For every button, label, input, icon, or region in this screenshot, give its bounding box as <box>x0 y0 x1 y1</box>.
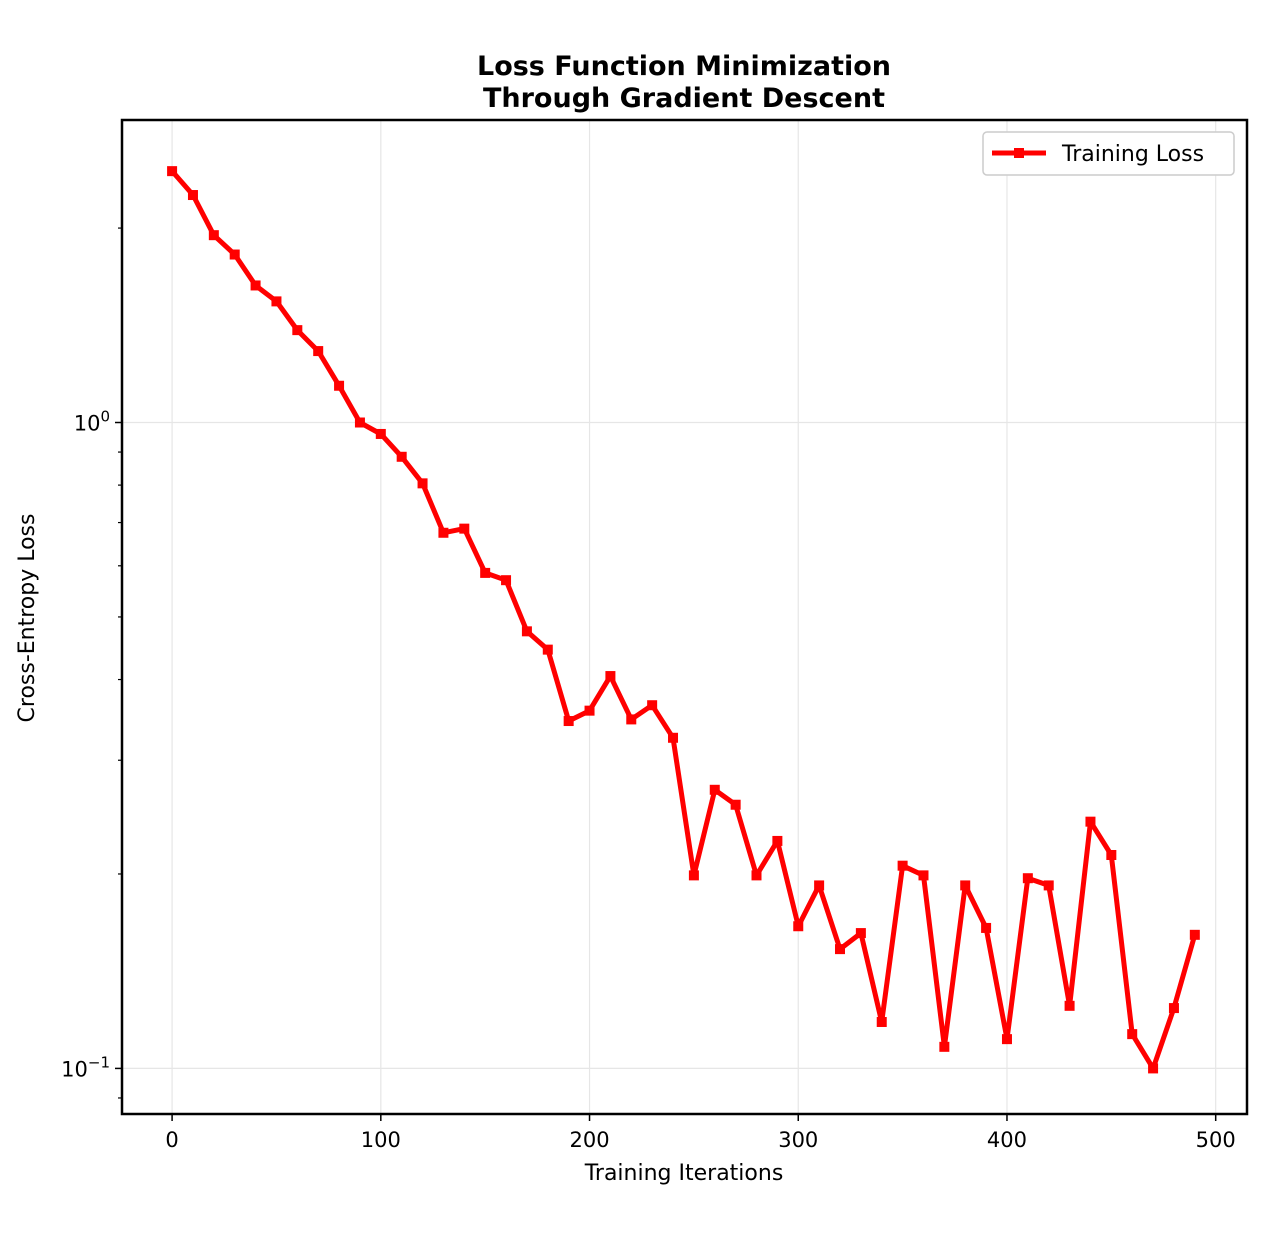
data-point-marker <box>835 944 845 954</box>
data-point-marker <box>564 716 574 726</box>
data-point-marker <box>480 568 490 578</box>
data-point-marker <box>459 524 469 534</box>
data-point-marker <box>898 861 908 871</box>
x-tick-label: 500 <box>1196 1128 1236 1152</box>
legend: Training Loss <box>983 132 1234 175</box>
legend-label-training-loss: Training Loss <box>1061 142 1204 167</box>
data-point-marker <box>1002 1034 1012 1044</box>
data-point-marker <box>313 346 323 356</box>
data-point-marker <box>251 280 261 290</box>
x-tick-label: 400 <box>987 1128 1027 1152</box>
data-point-marker <box>877 1017 887 1027</box>
data-point-marker <box>960 880 970 890</box>
data-point-marker <box>1023 873 1033 883</box>
data-point-marker <box>188 190 198 200</box>
data-point-marker <box>1106 850 1116 860</box>
y-axis-label: Cross-Entropy Loss <box>15 514 40 723</box>
data-point-marker <box>585 706 595 716</box>
data-point-marker <box>939 1042 949 1052</box>
data-point-marker <box>856 928 866 938</box>
data-point-marker <box>167 166 177 176</box>
loss-chart: Loss Function Minimization Through Gradi… <box>0 0 1266 1246</box>
data-point-marker <box>668 733 678 743</box>
data-point-marker <box>772 836 782 846</box>
data-point-marker <box>1044 880 1054 890</box>
x-tick-label: 200 <box>569 1128 609 1152</box>
data-point-marker <box>689 870 699 880</box>
data-point-marker <box>918 870 928 880</box>
x-axis-label: Training Iterations <box>584 1161 784 1186</box>
data-point-marker <box>981 923 991 933</box>
chart-title-line-2: Through Gradient Descent <box>483 83 885 114</box>
data-point-marker <box>271 296 281 306</box>
data-point-marker <box>1169 1003 1179 1013</box>
data-point-marker <box>626 714 636 724</box>
data-point-marker <box>522 626 532 636</box>
data-point-marker <box>334 381 344 391</box>
data-point-marker <box>418 478 428 488</box>
data-point-marker <box>230 250 240 260</box>
data-point-marker <box>376 429 386 439</box>
data-point-marker <box>543 645 553 655</box>
data-point-marker <box>438 528 448 538</box>
data-point-marker <box>814 880 824 890</box>
data-point-marker <box>501 575 511 585</box>
data-point-marker <box>1127 1029 1137 1039</box>
x-tick-label: 100 <box>361 1128 401 1152</box>
legend-marker-swatch <box>1014 148 1024 158</box>
data-point-marker <box>605 671 615 681</box>
data-point-marker <box>1065 1001 1075 1011</box>
data-point-marker <box>1190 930 1200 940</box>
data-point-marker <box>1148 1063 1158 1073</box>
data-point-marker <box>752 870 762 880</box>
data-point-marker <box>731 800 741 810</box>
data-point-marker <box>1085 817 1095 827</box>
x-tick-label: 0 <box>165 1128 178 1152</box>
data-point-marker <box>355 418 365 428</box>
data-point-marker <box>397 452 407 462</box>
x-tick-label: 300 <box>778 1128 818 1152</box>
data-point-marker <box>793 921 803 931</box>
data-point-marker <box>710 785 720 795</box>
data-point-marker <box>647 700 657 710</box>
data-point-marker <box>209 230 219 240</box>
chart-title-line-1: Loss Function Minimization <box>477 51 891 82</box>
data-point-marker <box>292 325 302 335</box>
